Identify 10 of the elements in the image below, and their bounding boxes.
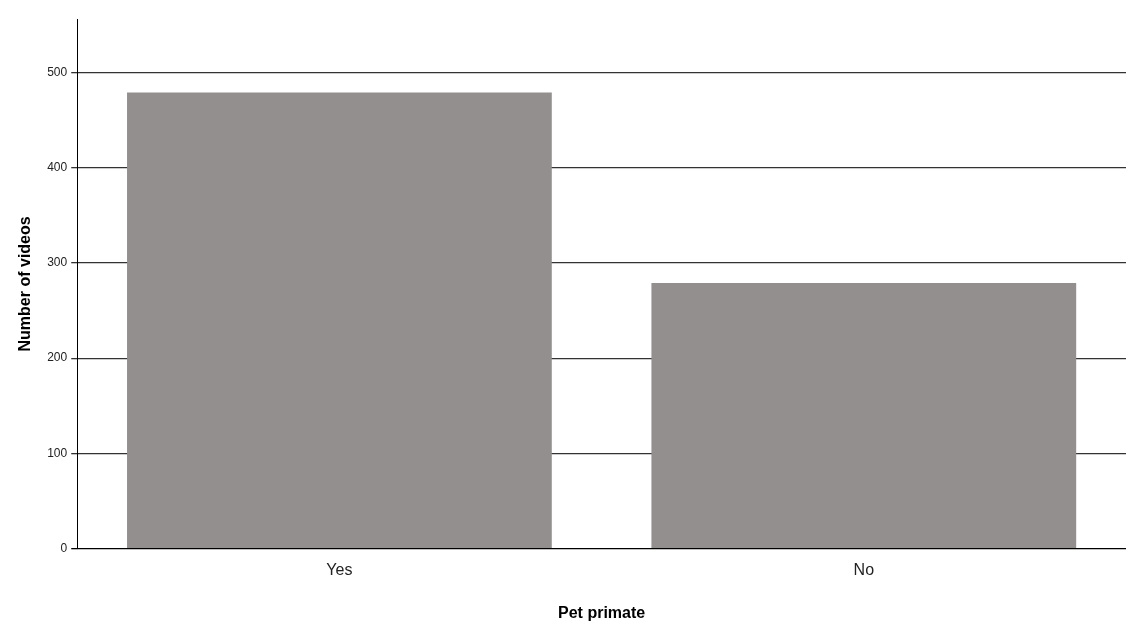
y-tick-label: 300 (47, 255, 68, 270)
y-tick-label: 100 (47, 445, 68, 460)
x-axis-title: Pet primate (558, 603, 646, 621)
x-tick-label: No (853, 560, 875, 578)
y-axis-title: Number of videos (16, 216, 34, 352)
x-tick-label: Yes (326, 560, 353, 578)
y-tick-label: 500 (47, 64, 68, 79)
y-tick-label: 400 (47, 160, 68, 175)
y-tick-label: 0 (60, 540, 68, 555)
y-tick-label: 200 (47, 350, 68, 365)
